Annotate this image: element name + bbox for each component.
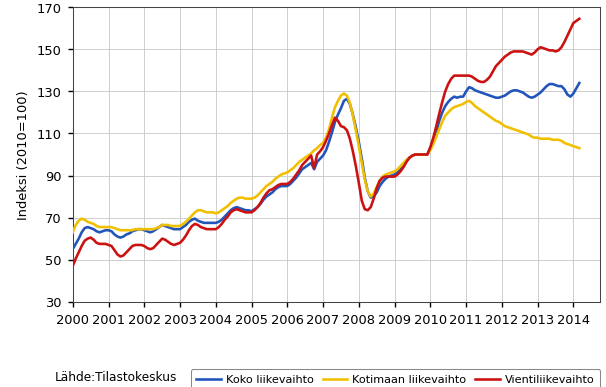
- Koko liikevaihto: [522, 92, 529, 97]
- Kotimaan liikevaihto: [340, 92, 347, 96]
- Vientiliikevaihto: [367, 205, 375, 210]
- Kotimaan liikevaihto: [161, 223, 168, 228]
- Koko liikevaihto: [576, 81, 583, 86]
- Kotimaan liikevaihto: [525, 132, 532, 137]
- Koko liikevaihto: [498, 95, 505, 99]
- Vientiliikevaihto: [576, 17, 583, 22]
- Kotimaan liikevaihto: [370, 191, 377, 196]
- Vientiliikevaihto: [385, 175, 392, 179]
- Line: Koko liikevaihto: Koko liikevaihto: [73, 83, 579, 249]
- Koko liikevaihto: [161, 224, 168, 229]
- Koko liikevaihto: [424, 152, 431, 157]
- Vientiliikevaihto: [161, 238, 168, 242]
- Kotimaan liikevaihto: [427, 148, 434, 153]
- Text: Lähde:Tilastokeskus: Lähde:Tilastokeskus: [55, 370, 177, 383]
- Vientiliikevaihto: [424, 152, 431, 157]
- Line: Vientiliikevaihto: Vientiliikevaihto: [73, 19, 579, 266]
- Vientiliikevaihto: [498, 58, 505, 63]
- Koko liikevaihto: [69, 247, 76, 252]
- Koko liikevaihto: [367, 195, 375, 200]
- Koko liikevaihto: [385, 175, 392, 179]
- Kotimaan liikevaihto: [576, 146, 583, 151]
- Kotimaan liikevaihto: [69, 230, 76, 235]
- Y-axis label: Indeksi (2010=100): Indeksi (2010=100): [16, 90, 30, 219]
- Kotimaan liikevaihto: [388, 170, 395, 175]
- Line: Kotimaan liikevaihto: Kotimaan liikevaihto: [73, 94, 579, 233]
- Vientiliikevaihto: [522, 51, 529, 55]
- Legend: Koko liikevaihto, Kotimaan liikevaihto, Vientiliikevaihto: Koko liikevaihto, Kotimaan liikevaihto, …: [191, 369, 599, 387]
- Kotimaan liikevaihto: [501, 124, 508, 129]
- Vientiliikevaihto: [69, 264, 76, 269]
